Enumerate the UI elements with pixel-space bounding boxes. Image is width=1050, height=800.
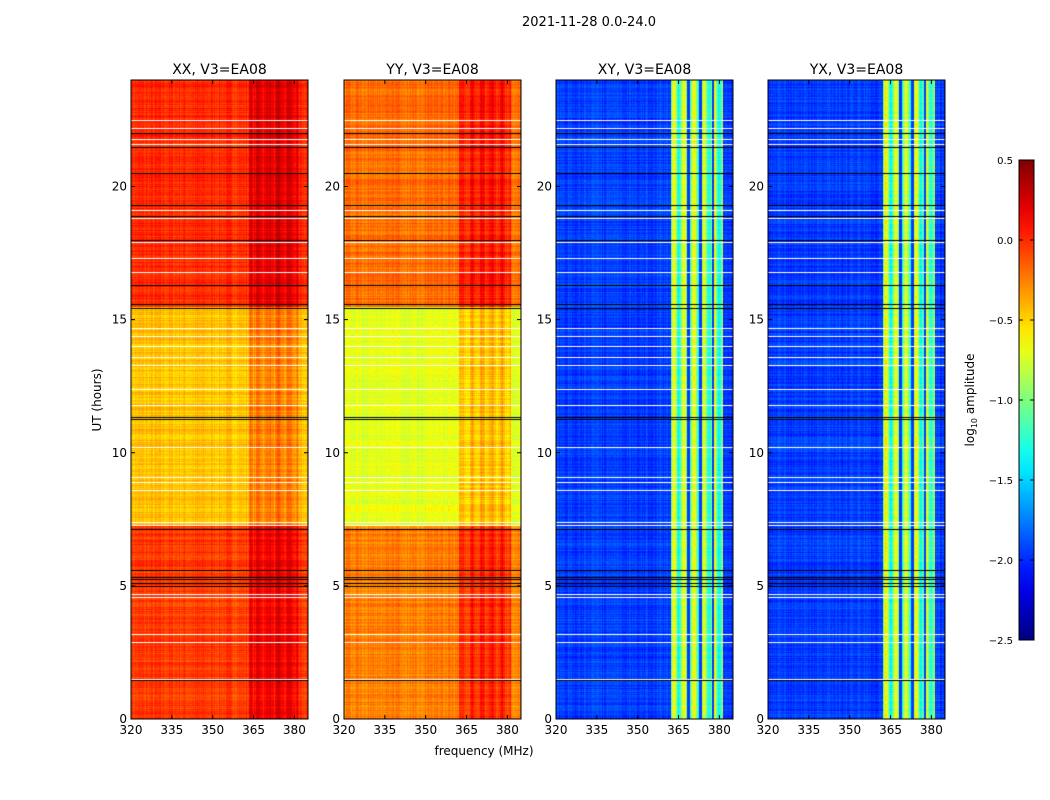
x-tick-label: 380 [920, 723, 943, 737]
y-tick-label: 20 [537, 180, 552, 194]
colorbar-label-sub: 10 [970, 418, 979, 428]
y-axis-label: UT (hours) [90, 368, 104, 431]
x-tick-label: 380 [708, 723, 731, 737]
y-tick-label: 15 [112, 313, 127, 327]
y-tick-label: 15 [325, 313, 340, 327]
panel-title: XX, V3=EA08 [172, 62, 267, 78]
y-tick-label: 20 [749, 180, 764, 194]
x-tick-label: 365 [242, 723, 265, 737]
x-tick-label: 320 [333, 723, 356, 737]
heatmap-0 [131, 80, 308, 719]
x-tick-label: 335 [585, 723, 608, 737]
y-tick-label: 15 [749, 313, 764, 327]
colorbar-label: log10 amplitude [963, 354, 979, 447]
panel-frame [555, 79, 734, 720]
y-tick-label: 10 [749, 446, 764, 460]
colorbar-tick-label: −2.0 [989, 556, 1013, 567]
x-tick-label: 320 [545, 723, 568, 737]
x-tick-label: 320 [120, 723, 143, 737]
colorbar-label-log: log [963, 428, 977, 446]
y-tick-label: 5 [119, 579, 127, 593]
panel-frame [343, 79, 522, 720]
y-tick-label: 0 [332, 712, 340, 726]
x-tick-label: 365 [667, 723, 690, 737]
x-tick-label: 350 [414, 723, 437, 737]
y-tick-label: 5 [332, 579, 340, 593]
y-tick-label: 15 [537, 313, 552, 327]
colorbar-tick-label: −1.0 [989, 396, 1013, 407]
y-tick-label: 5 [544, 579, 552, 593]
colorbar-tick-label: −1.5 [989, 476, 1013, 487]
y-tick-label: 10 [325, 446, 340, 460]
x-axis-label: frequency (MHz) [434, 744, 533, 758]
colorbar-tick-label: −2.5 [989, 636, 1013, 647]
panel-title: YY, V3=EA08 [385, 62, 478, 78]
x-tick-label: 380 [496, 723, 519, 737]
x-tick-label: 350 [626, 723, 649, 737]
colorbar-label-rest: amplitude [963, 354, 977, 418]
x-tick-label: 350 [838, 723, 861, 737]
y-tick-label: 0 [756, 712, 764, 726]
y-tick-label: 20 [325, 180, 340, 194]
colorbar-tick-label: −0.5 [989, 316, 1013, 327]
x-tick-label: 335 [160, 723, 183, 737]
heatmap-2 [556, 80, 733, 719]
y-tick-label: 10 [537, 446, 552, 460]
x-tick-label: 365 [455, 723, 478, 737]
x-tick-label: 335 [797, 723, 820, 737]
x-tick-label: 320 [757, 723, 780, 737]
y-tick-label: 0 [119, 712, 127, 726]
heatmap-3 [768, 80, 945, 719]
y-tick-label: 5 [756, 579, 764, 593]
colorbar-tick-label: 0.5 [997, 156, 1013, 167]
x-tick-label: 335 [373, 723, 396, 737]
colorbar-tick-label: 0.0 [997, 236, 1013, 247]
figure-title: 2021-11-28 0.0-24.0 [522, 15, 656, 30]
y-tick-label: 20 [112, 180, 127, 194]
panel-frame [767, 79, 946, 720]
x-tick-label: 350 [201, 723, 224, 737]
panel-title: YX, V3=EA08 [809, 62, 904, 78]
heatmap-1 [344, 80, 521, 719]
x-tick-label: 365 [879, 723, 902, 737]
y-tick-label: 0 [544, 712, 552, 726]
x-tick-label: 380 [283, 723, 306, 737]
panel-title: XY, V3=EA08 [598, 62, 692, 78]
y-tick-label: 10 [112, 446, 127, 460]
panel-frame [130, 79, 309, 720]
